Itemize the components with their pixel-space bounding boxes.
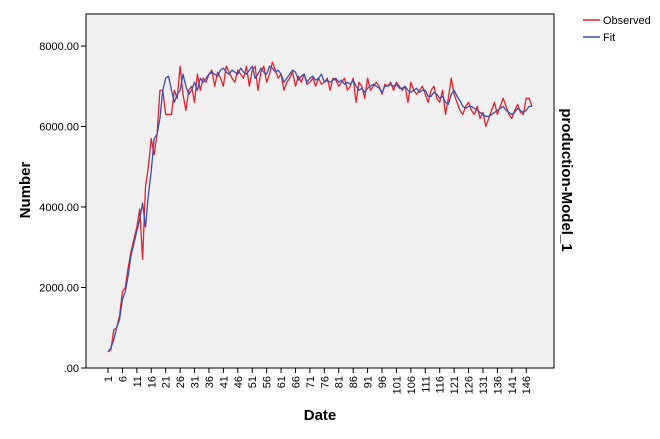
x-tick-label: 101 — [391, 376, 403, 394]
legend: Observed Fit — [583, 15, 651, 44]
x-tick-label: 111 — [420, 376, 432, 393]
y-tick-label: 4000.00 — [39, 202, 79, 214]
x-tick-label: 126 — [464, 376, 476, 394]
x-tick-label: 6 — [117, 376, 129, 382]
x-tick-label: 136 — [492, 376, 504, 394]
y-tick-label: 2000.00 — [39, 283, 79, 295]
x-tick-label: 131 — [478, 376, 490, 394]
x-tick-label: 121 — [449, 376, 461, 394]
x-tick-label: 11 — [132, 376, 144, 387]
x-tick-label: 146 — [521, 376, 533, 394]
legend-label-fit: Fit — [603, 32, 615, 44]
x-tick-label: 71 — [305, 376, 317, 388]
x-tick-label: 21 — [161, 376, 173, 388]
x-tick-label: 106 — [406, 376, 418, 394]
x-tick-label: 26 — [175, 376, 187, 388]
x-tick-label: 76 — [319, 376, 331, 388]
x-tick-label: 81 — [334, 376, 346, 388]
x-tick-label: 51 — [247, 376, 259, 388]
y-tick-label: .00 — [64, 363, 79, 375]
x-tick-label: 1 — [103, 376, 115, 382]
x-tick-label: 31 — [190, 376, 202, 388]
series-line-fit — [107, 65, 532, 353]
model-label: production-Model_1 — [558, 108, 575, 251]
x-tick-label: 46 — [233, 376, 245, 388]
x-tick-label: 141 — [507, 376, 519, 394]
x-tick-label: 116 — [435, 376, 447, 394]
y-tick-label: 6000.00 — [39, 122, 79, 134]
series-lines — [107, 61, 533, 353]
series-line-observed — [107, 61, 533, 353]
x-tick-label: 16 — [146, 376, 158, 388]
x-tick-label: 36 — [204, 376, 216, 388]
y-tick-label: 8000.00 — [39, 41, 79, 53]
y-axis: .00 2000.00 4000.00 6000.00 8000.00 — [39, 41, 86, 375]
x-tick-label: 56 — [262, 376, 274, 388]
x-tick-label: 86 — [348, 376, 360, 388]
x-tick-label: 91 — [363, 376, 375, 388]
x-tick-label: 66 — [290, 376, 302, 388]
x-axis-label: Date — [304, 407, 337, 424]
legend-label-observed: Observed — [603, 15, 651, 27]
x-tick-label: 96 — [377, 376, 389, 388]
x-axis: 1 6 11 16 21 26 31 36 41 46 51 56 61 66 71 76 81 86 91 96 10… — [103, 368, 533, 394]
x-tick-label: 41 — [218, 376, 230, 388]
plot-area — [85, 13, 555, 369]
x-tick-label: 61 — [276, 376, 288, 388]
y-axis-label: Number — [17, 162, 34, 219]
